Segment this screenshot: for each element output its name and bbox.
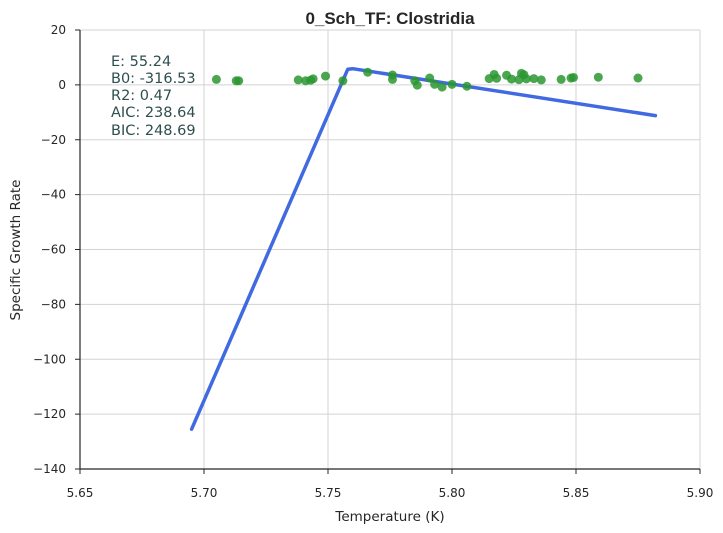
- data-point: [437, 82, 447, 92]
- data-point: [338, 76, 348, 86]
- gridlines: [80, 29, 701, 469]
- data-point: [412, 80, 422, 90]
- x-tick-label: 5.70: [191, 486, 218, 500]
- y-tick-label: 20: [51, 23, 66, 37]
- x-tick-label: 5.85: [563, 486, 590, 500]
- data-point: [387, 74, 397, 84]
- data-point: [425, 73, 435, 83]
- y-tick-label: −20: [41, 133, 66, 147]
- x-tick-label: 5.90: [687, 486, 714, 500]
- data-point: [321, 71, 331, 81]
- data-point: [569, 72, 579, 82]
- data-point: [556, 74, 566, 84]
- data-point: [430, 79, 440, 89]
- data-point: [536, 75, 546, 85]
- chart-title: 0_Sch_TF: Clostridia: [305, 9, 475, 28]
- stat-b0: B0: -316.53: [111, 71, 196, 87]
- data-point: [293, 75, 303, 85]
- data-point: [308, 74, 318, 84]
- stat-aic: AIC: 238.64: [111, 105, 196, 121]
- y-tick-label: −80: [41, 297, 66, 311]
- data-point: [462, 81, 472, 91]
- y-tick-label: 0: [58, 78, 66, 92]
- data-point: [633, 73, 643, 83]
- data-point: [234, 76, 244, 86]
- x-tick-label: 5.80: [439, 486, 466, 500]
- x-ticks: 5.65 5.70 5.75 5.80 5.85 5.90: [67, 469, 714, 500]
- y-tick-label: −60: [41, 243, 66, 257]
- fit-line-group: [189, 66, 658, 431]
- stat-e: E: 55.24: [111, 54, 171, 70]
- stat-bic: BIC: 248.69: [111, 123, 196, 139]
- x-tick-label: 5.65: [67, 486, 94, 500]
- fit-statistics: E: 55.24 B0: -316.53 R2: 0.47 AIC: 238.6…: [111, 54, 196, 139]
- y-ticks: 20 0 −20 −40 −60 −80 −100 −120 −140: [33, 23, 80, 476]
- scatter-points: [211, 67, 643, 92]
- data-point: [492, 73, 502, 83]
- y-tick-label: −40: [41, 188, 66, 202]
- fit-line: [189, 66, 658, 431]
- y-tick-label: −100: [33, 352, 66, 366]
- y-tick-label: −120: [33, 407, 66, 421]
- data-point: [447, 79, 457, 89]
- data-point: [507, 74, 517, 84]
- data-point: [211, 74, 221, 84]
- x-tick-label: 5.75: [315, 486, 342, 500]
- data-point: [529, 74, 539, 84]
- data-point: [363, 67, 373, 77]
- y-tick-label: −140: [33, 462, 66, 476]
- y-axis-label: Specific Growth Rate: [8, 180, 24, 321]
- stat-r2: R2: 0.47: [111, 88, 172, 104]
- data-point: [521, 74, 531, 84]
- x-axis-label: Temperature (K): [334, 509, 444, 525]
- data-point: [593, 72, 603, 82]
